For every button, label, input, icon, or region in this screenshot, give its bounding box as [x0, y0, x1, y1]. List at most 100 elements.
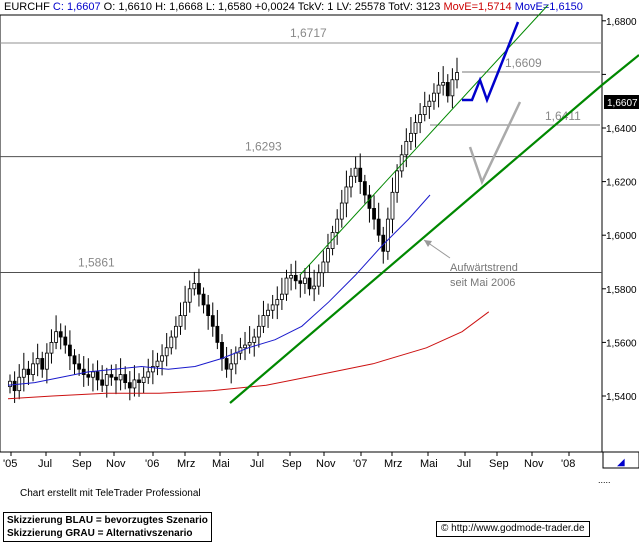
candle-body	[173, 325, 178, 338]
candle-body	[252, 336, 257, 343]
candle-body	[450, 79, 455, 97]
y-axis-labels: 1,6800 1,6400 1,6200 1,6000 1,5800 1,5600 1,54…	[602, 17, 637, 403]
candle-body	[54, 331, 58, 343]
y-tick-label: 1,5600	[606, 338, 637, 349]
candle-body	[362, 181, 367, 196]
x-tick-label: '06	[145, 458, 159, 470]
y-tick-label: 1,6000	[606, 231, 637, 242]
scenario-gray	[468, 101, 522, 186]
candle-body	[326, 248, 330, 263]
candle-body	[210, 315, 215, 327]
candle-body	[321, 261, 326, 274]
x-tick-label: Mrz	[384, 458, 402, 470]
candle-body	[284, 277, 289, 295]
source-url[interactable]: © http://www.godmode-trader.de	[436, 521, 590, 537]
y-tick-label: 1,5800	[606, 285, 637, 296]
open-value: O: 1,6610	[103, 1, 152, 13]
candle-body	[390, 191, 395, 220]
candle-body	[206, 304, 211, 317]
candle-body	[233, 352, 238, 365]
level-label: 1,6717	[290, 26, 327, 40]
candle-body	[77, 363, 82, 370]
short-level-label: 1,6609	[505, 56, 542, 70]
candle-body	[312, 285, 317, 290]
corner-mark: .....	[598, 475, 611, 485]
candle-body	[445, 82, 450, 97]
tick-volume: TckV: 1	[297, 1, 334, 13]
candle-body	[164, 347, 169, 357]
x-tick-label: Mai	[212, 458, 230, 470]
arrow-icon: ◢	[617, 457, 625, 468]
candle-body	[344, 186, 349, 204]
chart-credit: Chart erstellt mit TeleTrader Profession…	[20, 488, 201, 499]
candle-body	[316, 272, 321, 287]
y-tick-label: 1,6200	[606, 178, 637, 189]
candle-body	[220, 341, 224, 359]
x-tick-label: Sep	[72, 458, 92, 470]
scroll-box	[602, 451, 639, 469]
candle-body	[353, 167, 358, 177]
candle-body	[372, 207, 376, 220]
candle-body	[293, 274, 298, 282]
candle-body	[247, 341, 252, 346]
trend-label-1: Aufwärtstrend	[450, 262, 518, 274]
candle-body	[298, 280, 303, 284]
candle-body	[229, 363, 234, 370]
candle-body	[26, 368, 31, 375]
x-tick-label: Nov	[524, 458, 544, 470]
candle-body	[422, 106, 427, 115]
trend-label-arrowhead	[424, 240, 432, 247]
x-tick-label: Nov	[316, 458, 336, 470]
candle-body	[160, 355, 164, 362]
candle-body	[349, 175, 353, 188]
moving-averages	[7, 194, 490, 400]
candle-body	[86, 374, 91, 378]
candle-body	[409, 132, 413, 142]
ma-red-value: MovE=1,5714	[443, 1, 512, 13]
candle-body	[127, 382, 132, 389]
x-tick-label: Mrz	[177, 458, 195, 470]
x-tick-label: Jul	[250, 458, 264, 470]
candle-body	[8, 380, 12, 388]
candle-body	[385, 218, 390, 252]
candle-body	[187, 288, 192, 303]
candle-body	[63, 336, 68, 346]
candle-body	[132, 379, 137, 389]
symbol: EURCHF	[4, 1, 50, 13]
candle-body	[31, 363, 35, 375]
candle-body	[224, 358, 229, 370]
candle-body	[395, 170, 399, 193]
candle-body	[455, 72, 459, 81]
legend-blue: Skizzierung BLAU = bevorzugtes Szenario	[7, 515, 208, 526]
x-tick-label: Nov	[106, 458, 126, 470]
candle-body	[49, 341, 54, 354]
last-value-label: 1,6607	[607, 98, 638, 109]
trend-line-support	[229, 84, 603, 404]
candle-body	[155, 360, 160, 367]
y-tick-label: 1,5400	[606, 392, 637, 403]
candle-body	[137, 379, 141, 384]
candle-body	[307, 277, 312, 290]
close-value: C: 1,6607	[52, 1, 101, 13]
ma-blue-line	[7, 194, 431, 386]
candle-body	[123, 374, 128, 383]
x-axis-labels: '05 Jul Sep Nov '06 Mrz Mai Jul Sep Nov '07 Mrz Mai J…	[3, 452, 575, 470]
candle-body	[289, 274, 294, 279]
last-volume: LV: 25578	[336, 1, 386, 13]
candle-body	[141, 376, 146, 383]
candle-body	[275, 299, 280, 306]
x-tick-label: '07	[353, 458, 367, 470]
candle-body	[81, 368, 86, 375]
candle-body	[418, 114, 423, 124]
ma-red-line	[7, 311, 490, 400]
y-tick-label: 1,6800	[606, 17, 637, 28]
candle-body	[441, 82, 446, 86]
candle-body	[114, 376, 118, 381]
candle-body	[109, 374, 114, 378]
short-level-label: 1,6411	[545, 109, 581, 123]
candle-body	[91, 371, 95, 378]
low-value: L: 1,6580	[205, 1, 252, 13]
change-value: +0,0024	[254, 1, 295, 13]
candle-body	[58, 331, 63, 338]
